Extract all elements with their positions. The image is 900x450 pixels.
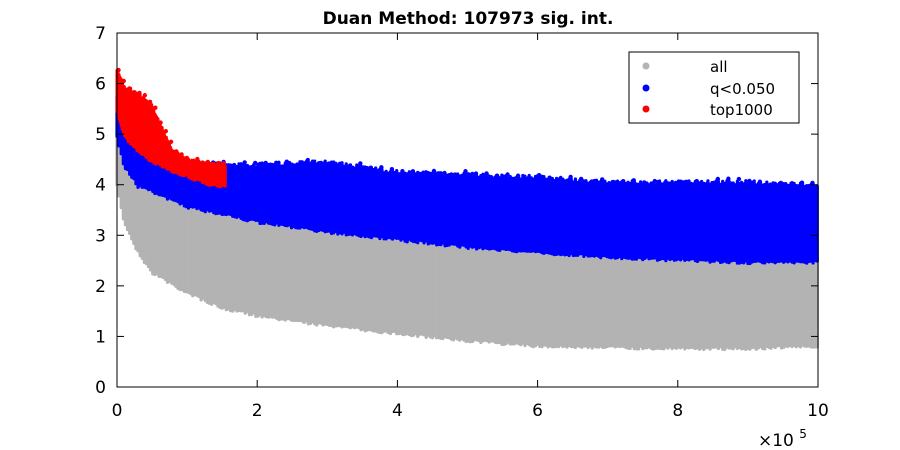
data-point — [142, 93, 147, 98]
data-point — [400, 169, 405, 174]
x-tick-label: 8 — [672, 401, 683, 421]
x-exponent-label: ×10 5 — [758, 427, 807, 450]
series-top1000 — [115, 67, 227, 189]
legend: all q<0.050 top1000 — [628, 51, 800, 124]
svg-text:×10 5: ×10 5 — [758, 427, 807, 450]
y-tick-label: 5 — [95, 125, 106, 145]
data-point — [158, 120, 163, 125]
data-point — [442, 170, 447, 176]
y-tick-label: 4 — [95, 176, 106, 196]
data-point — [163, 128, 169, 134]
data-point — [252, 160, 258, 166]
x-tick-label: 4 — [392, 401, 403, 421]
data-point — [652, 178, 657, 184]
chart-title: Duan Method: 107973 sig. int. — [323, 9, 614, 29]
y-tick-label: 3 — [95, 226, 106, 246]
y-tick-label: 0 — [95, 378, 106, 398]
legend-label-q: q<0.050 — [710, 80, 775, 98]
x-tick-label: 10 — [807, 401, 829, 421]
x-tick-label: 6 — [532, 401, 543, 421]
axis-ticks: 0 2 4 6 8 10 0 1 2 3 4 5 6 7 — [95, 24, 829, 421]
x-tick-label: 0 — [112, 401, 123, 421]
data-point — [358, 161, 363, 166]
data-point — [778, 180, 784, 186]
x-exponent-power: 5 — [799, 427, 807, 441]
x-exponent-base: ×10 — [758, 431, 794, 450]
y-tick-label: 7 — [95, 24, 106, 44]
legend-label-all: all — [710, 58, 728, 76]
x-tick-label: 2 — [252, 401, 263, 421]
legend-box — [628, 51, 800, 124]
data-point — [121, 78, 126, 84]
data-point — [305, 157, 310, 163]
legend-marker-q — [642, 84, 650, 92]
data-point — [168, 139, 174, 145]
axes-box — [116, 32, 819, 388]
data-points — [115, 67, 819, 352]
legend-marker-top1000 — [642, 105, 650, 113]
data-point — [578, 176, 584, 182]
y-tick-label: 1 — [95, 327, 106, 347]
legend-marker-all — [642, 62, 650, 70]
data-point — [505, 172, 510, 177]
legend-label-top1000: top1000 — [710, 101, 773, 119]
data-point — [153, 105, 158, 110]
data-point — [736, 176, 742, 182]
y-tick-label: 2 — [95, 277, 106, 297]
data-point — [242, 160, 247, 165]
series-all — [115, 127, 819, 352]
y-tick-label: 6 — [95, 75, 106, 95]
